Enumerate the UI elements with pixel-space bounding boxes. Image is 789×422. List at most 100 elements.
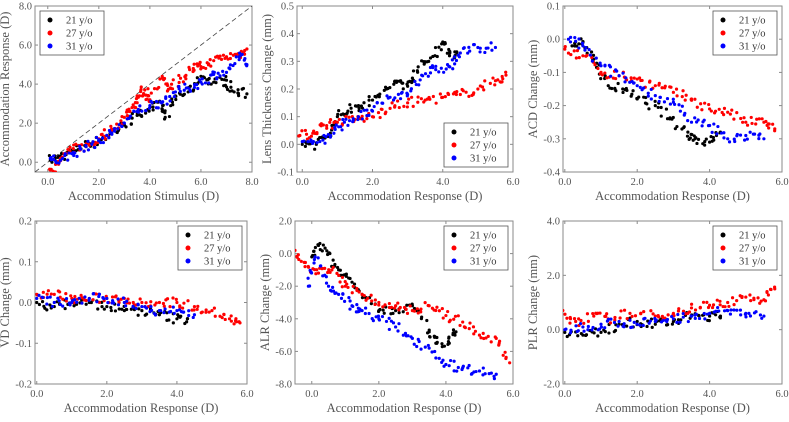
data-point xyxy=(569,328,573,332)
data-point xyxy=(122,121,126,125)
data-point xyxy=(701,300,706,304)
reference-line xyxy=(35,6,252,172)
data-point xyxy=(79,293,83,297)
series-21-y-o xyxy=(310,241,458,349)
data-point xyxy=(430,64,435,68)
data-point xyxy=(84,302,88,306)
legend: 21 y/o 27 y/o 31 y/o xyxy=(177,225,243,271)
data-point xyxy=(623,80,627,84)
data-point xyxy=(42,304,46,308)
data-point xyxy=(419,317,424,321)
series-31-y-o xyxy=(300,41,498,145)
data-point xyxy=(117,307,121,311)
y-tick-label: 0.0 xyxy=(19,298,32,309)
data-point xyxy=(766,293,770,297)
data-point xyxy=(192,308,196,312)
data-point xyxy=(306,139,310,144)
data-point xyxy=(375,100,379,105)
data-point xyxy=(578,322,583,326)
data-point xyxy=(435,335,439,340)
data-point xyxy=(195,307,199,311)
legend-label: 31 y/o xyxy=(470,154,497,165)
data-point xyxy=(433,45,438,50)
data-point xyxy=(728,112,732,116)
data-point xyxy=(227,317,232,321)
y-tick-label: -0.2 xyxy=(543,101,560,112)
data-point xyxy=(45,292,49,296)
data-point xyxy=(115,122,119,126)
data-point xyxy=(72,153,76,158)
data-point xyxy=(739,116,743,121)
data-point xyxy=(168,94,172,99)
data-point xyxy=(570,44,574,48)
data-point xyxy=(698,305,702,310)
data-point xyxy=(171,78,175,82)
data-point xyxy=(726,137,730,141)
data-point xyxy=(644,95,648,100)
series-31-y-o xyxy=(306,255,498,381)
series-27-y-o xyxy=(295,248,512,365)
data-point xyxy=(347,296,351,300)
data-point xyxy=(69,294,73,298)
data-point xyxy=(744,295,748,299)
data-point xyxy=(722,136,726,140)
data-point xyxy=(177,80,181,85)
y-tick-label: -6.0 xyxy=(275,347,292,358)
data-point xyxy=(396,92,401,97)
data-point xyxy=(183,75,187,79)
data-point xyxy=(102,128,106,132)
data-point xyxy=(722,113,726,117)
legend-label: 21 y/o xyxy=(66,16,93,27)
data-point xyxy=(726,110,730,114)
data-point xyxy=(616,324,620,328)
data-point xyxy=(668,85,672,89)
data-point xyxy=(599,64,603,68)
data-point xyxy=(222,312,226,317)
data-point xyxy=(503,350,507,354)
data-point xyxy=(378,115,382,120)
data-point xyxy=(591,325,595,330)
data-point xyxy=(192,68,196,72)
data-point xyxy=(671,97,675,101)
data-point xyxy=(486,334,490,338)
data-point xyxy=(711,135,715,140)
data-point xyxy=(367,311,371,316)
data-point xyxy=(73,151,77,155)
data-point xyxy=(344,272,348,276)
data-point xyxy=(608,321,613,325)
data-point xyxy=(121,296,126,300)
data-point xyxy=(314,272,318,276)
data-point xyxy=(638,76,642,80)
data-point xyxy=(45,302,49,306)
data-point xyxy=(744,311,748,315)
data-point xyxy=(154,301,158,305)
data-point xyxy=(396,99,400,103)
data-point xyxy=(471,325,476,329)
data-point xyxy=(117,123,121,127)
data-point xyxy=(357,106,361,110)
data-point xyxy=(664,107,669,111)
data-point xyxy=(348,103,352,107)
data-point xyxy=(413,79,417,84)
data-point xyxy=(581,325,585,329)
data-point xyxy=(624,86,628,91)
data-point xyxy=(109,308,113,313)
data-point xyxy=(491,76,495,80)
data-point xyxy=(754,310,758,314)
data-point xyxy=(398,305,402,310)
data-point xyxy=(563,330,567,334)
data-point xyxy=(493,45,498,50)
y-tick-label: 2.0 xyxy=(279,217,292,228)
data-point xyxy=(740,295,744,300)
data-point xyxy=(565,334,569,339)
data-point xyxy=(677,307,681,311)
data-point xyxy=(410,76,415,80)
data-point xyxy=(689,314,694,318)
data-point xyxy=(356,104,361,108)
data-point xyxy=(135,94,139,98)
data-point xyxy=(333,291,337,295)
x-tick-label: 6.0 xyxy=(775,389,788,400)
data-point xyxy=(192,62,196,66)
data-point xyxy=(105,304,109,309)
data-point xyxy=(381,101,385,105)
